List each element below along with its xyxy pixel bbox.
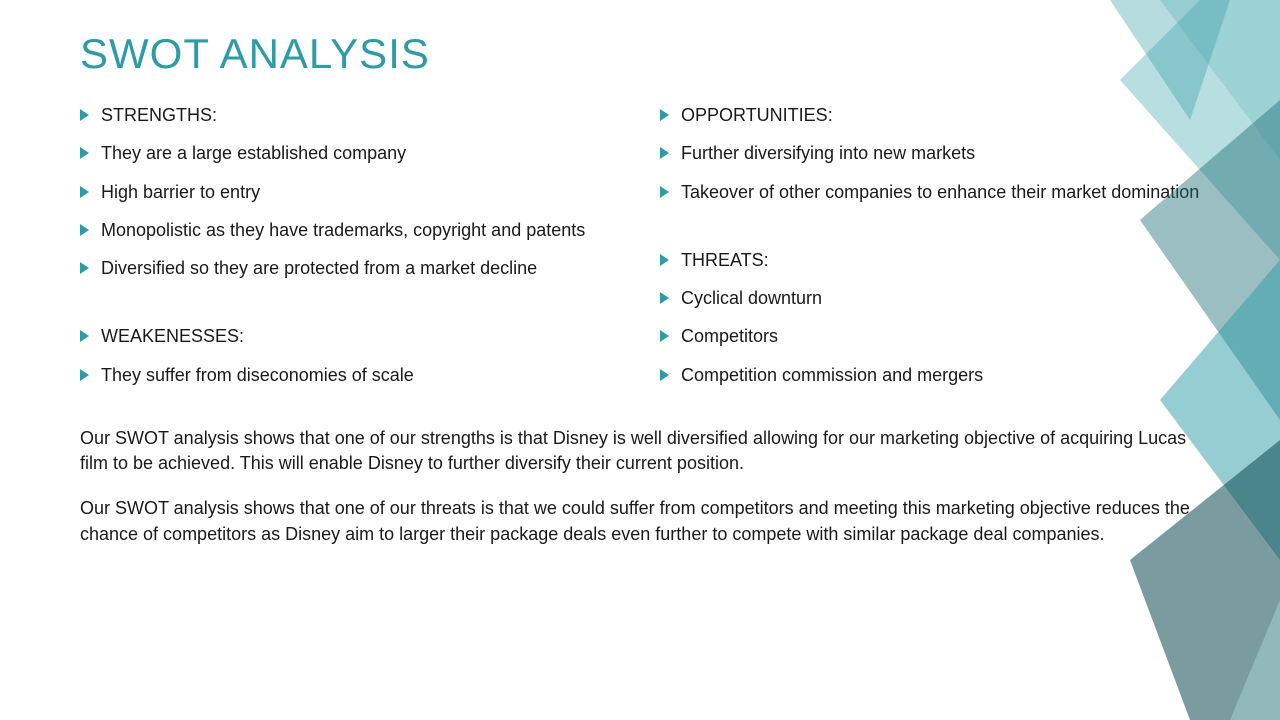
spacer <box>660 218 1200 248</box>
triangle-bullet-icon <box>660 369 669 381</box>
bullet-item: WEAKENESSES: <box>80 324 620 348</box>
summary-paragraph: Our SWOT analysis shows that one of our … <box>80 426 1200 476</box>
bullet-text: STRENGTHS: <box>101 103 217 127</box>
summary-paragraph: Our SWOT analysis shows that one of our … <box>80 496 1200 546</box>
bullet-item: High barrier to entry <box>80 180 620 204</box>
triangle-bullet-icon <box>660 147 669 159</box>
content-columns: STRENGTHS: They are a large established c… <box>80 103 1200 401</box>
bullet-text: Cyclical downturn <box>681 286 822 310</box>
bullet-text: Takeover of other companies to enhance t… <box>681 180 1199 204</box>
bullet-item: They suffer from diseconomies of scale <box>80 363 620 387</box>
triangle-bullet-icon <box>80 369 89 381</box>
triangle-bullet-icon <box>80 262 89 274</box>
bullet-text: THREATS: <box>681 248 769 272</box>
triangle-bullet-icon <box>80 224 89 236</box>
bullet-text: Further diversifying into new markets <box>681 141 975 165</box>
bullet-text: Competitors <box>681 324 778 348</box>
left-column: STRENGTHS: They are a large established c… <box>80 103 620 401</box>
triangle-bullet-icon <box>660 292 669 304</box>
bullet-item: THREATS: <box>660 248 1200 272</box>
bullet-item: Competitors <box>660 324 1200 348</box>
triangle-bullet-icon <box>660 109 669 121</box>
bullet-item: Monopolistic as they have trademarks, co… <box>80 218 620 242</box>
bullet-item: Competition commission and mergers <box>660 363 1200 387</box>
bullet-item: Takeover of other companies to enhance t… <box>660 180 1200 204</box>
triangle-bullet-icon <box>660 330 669 342</box>
bullet-item: They are a large established company <box>80 141 620 165</box>
triangle-bullet-icon <box>80 330 89 342</box>
bullet-text: OPPORTUNITIES: <box>681 103 833 127</box>
bullet-text: Competition commission and mergers <box>681 363 983 387</box>
spacer <box>80 294 620 324</box>
slide-container: SWOT ANALYSIS STRENGTHS: They are a large… <box>0 0 1280 720</box>
bullet-text: High barrier to entry <box>101 180 260 204</box>
bullet-item: Further diversifying into new markets <box>660 141 1200 165</box>
bullet-item: STRENGTHS: <box>80 103 620 127</box>
triangle-bullet-icon <box>660 186 669 198</box>
slide-title: SWOT ANALYSIS <box>80 30 1200 78</box>
bullet-item: Diversified so they are protected from a… <box>80 256 620 280</box>
summary-text: Our SWOT analysis shows that one of our … <box>80 426 1200 547</box>
triangle-bullet-icon <box>80 186 89 198</box>
bullet-item: OPPORTUNITIES: <box>660 103 1200 127</box>
bullet-text: WEAKENESSES: <box>101 324 244 348</box>
bullet-text: They are a large established company <box>101 141 406 165</box>
triangle-bullet-icon <box>660 254 669 266</box>
bullet-text: They suffer from diseconomies of scale <box>101 363 414 387</box>
right-column: OPPORTUNITIES: Further diversifying into … <box>660 103 1200 401</box>
triangle-bullet-icon <box>80 109 89 121</box>
triangle-bullet-icon <box>80 147 89 159</box>
bullet-text: Diversified so they are protected from a… <box>101 256 537 280</box>
bullet-item: Cyclical downturn <box>660 286 1200 310</box>
bullet-text: Monopolistic as they have trademarks, co… <box>101 218 585 242</box>
